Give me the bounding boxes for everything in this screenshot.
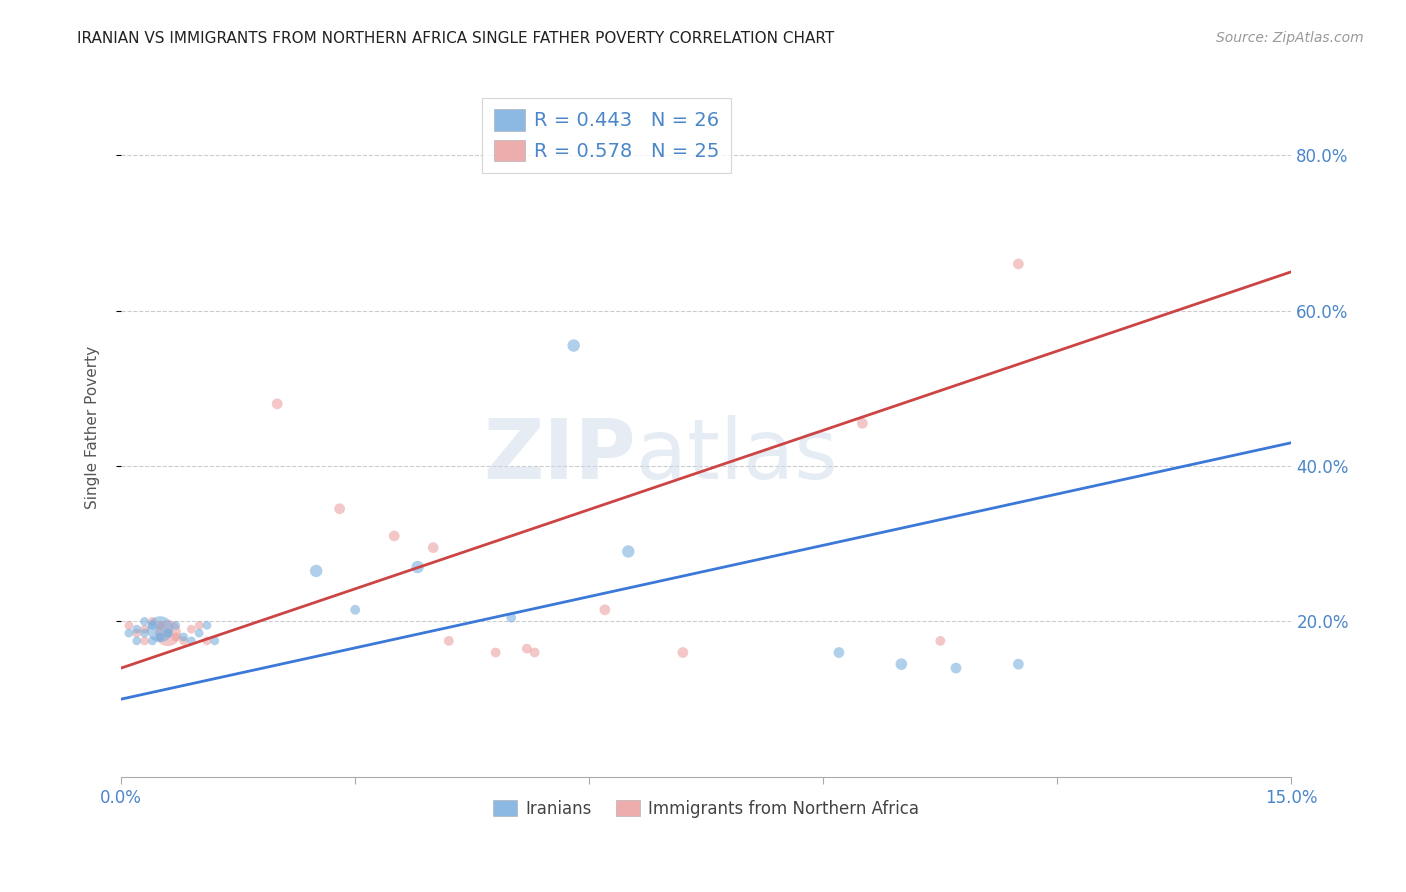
Point — [180, 633, 202, 648]
Point — [516, 641, 538, 656]
Point — [1007, 657, 1029, 672]
Legend: Iranians, Immigrants from Northern Africa: Iranians, Immigrants from Northern Afric… — [486, 793, 925, 824]
Point — [149, 622, 172, 636]
Point — [593, 603, 616, 617]
Point — [204, 633, 226, 648]
Point — [134, 626, 156, 640]
Point — [141, 633, 163, 648]
Point — [501, 610, 523, 624]
Point — [141, 615, 163, 629]
Point — [125, 626, 148, 640]
Point — [485, 646, 508, 660]
Point — [382, 529, 405, 543]
Point — [305, 564, 328, 578]
Point — [125, 633, 148, 648]
Point — [134, 615, 156, 629]
Point — [329, 501, 352, 516]
Point — [945, 661, 967, 675]
Point — [165, 618, 187, 632]
Point — [188, 618, 211, 632]
Point — [617, 544, 640, 558]
Point — [929, 633, 952, 648]
Point — [437, 633, 460, 648]
Point — [125, 622, 148, 636]
Point — [344, 603, 367, 617]
Text: Source: ZipAtlas.com: Source: ZipAtlas.com — [1216, 31, 1364, 45]
Point — [134, 622, 156, 636]
Point — [422, 541, 444, 555]
Point — [195, 633, 218, 648]
Point — [672, 646, 695, 660]
Point — [188, 626, 211, 640]
Point — [149, 618, 172, 632]
Point — [890, 657, 912, 672]
Point — [266, 397, 288, 411]
Text: IRANIAN VS IMMIGRANTS FROM NORTHERN AFRICA SINGLE FATHER POVERTY CORRELATION CHA: IRANIAN VS IMMIGRANTS FROM NORTHERN AFRI… — [77, 31, 835, 46]
Point — [1007, 257, 1029, 271]
Point — [156, 626, 179, 640]
Point — [149, 630, 172, 644]
Point — [828, 646, 851, 660]
Point — [141, 618, 163, 632]
Point — [406, 560, 429, 574]
Point — [134, 633, 156, 648]
Point — [118, 618, 141, 632]
Point — [195, 618, 218, 632]
Point — [165, 630, 187, 644]
Point — [523, 646, 546, 660]
Point — [562, 338, 585, 352]
Point — [173, 633, 195, 648]
Y-axis label: Single Father Poverty: Single Father Poverty — [86, 345, 100, 508]
Point — [173, 630, 195, 644]
Point — [118, 626, 141, 640]
Text: ZIP: ZIP — [484, 415, 636, 496]
Point — [851, 417, 873, 431]
Point — [156, 626, 179, 640]
Point — [180, 622, 202, 636]
Text: atlas: atlas — [636, 415, 838, 496]
